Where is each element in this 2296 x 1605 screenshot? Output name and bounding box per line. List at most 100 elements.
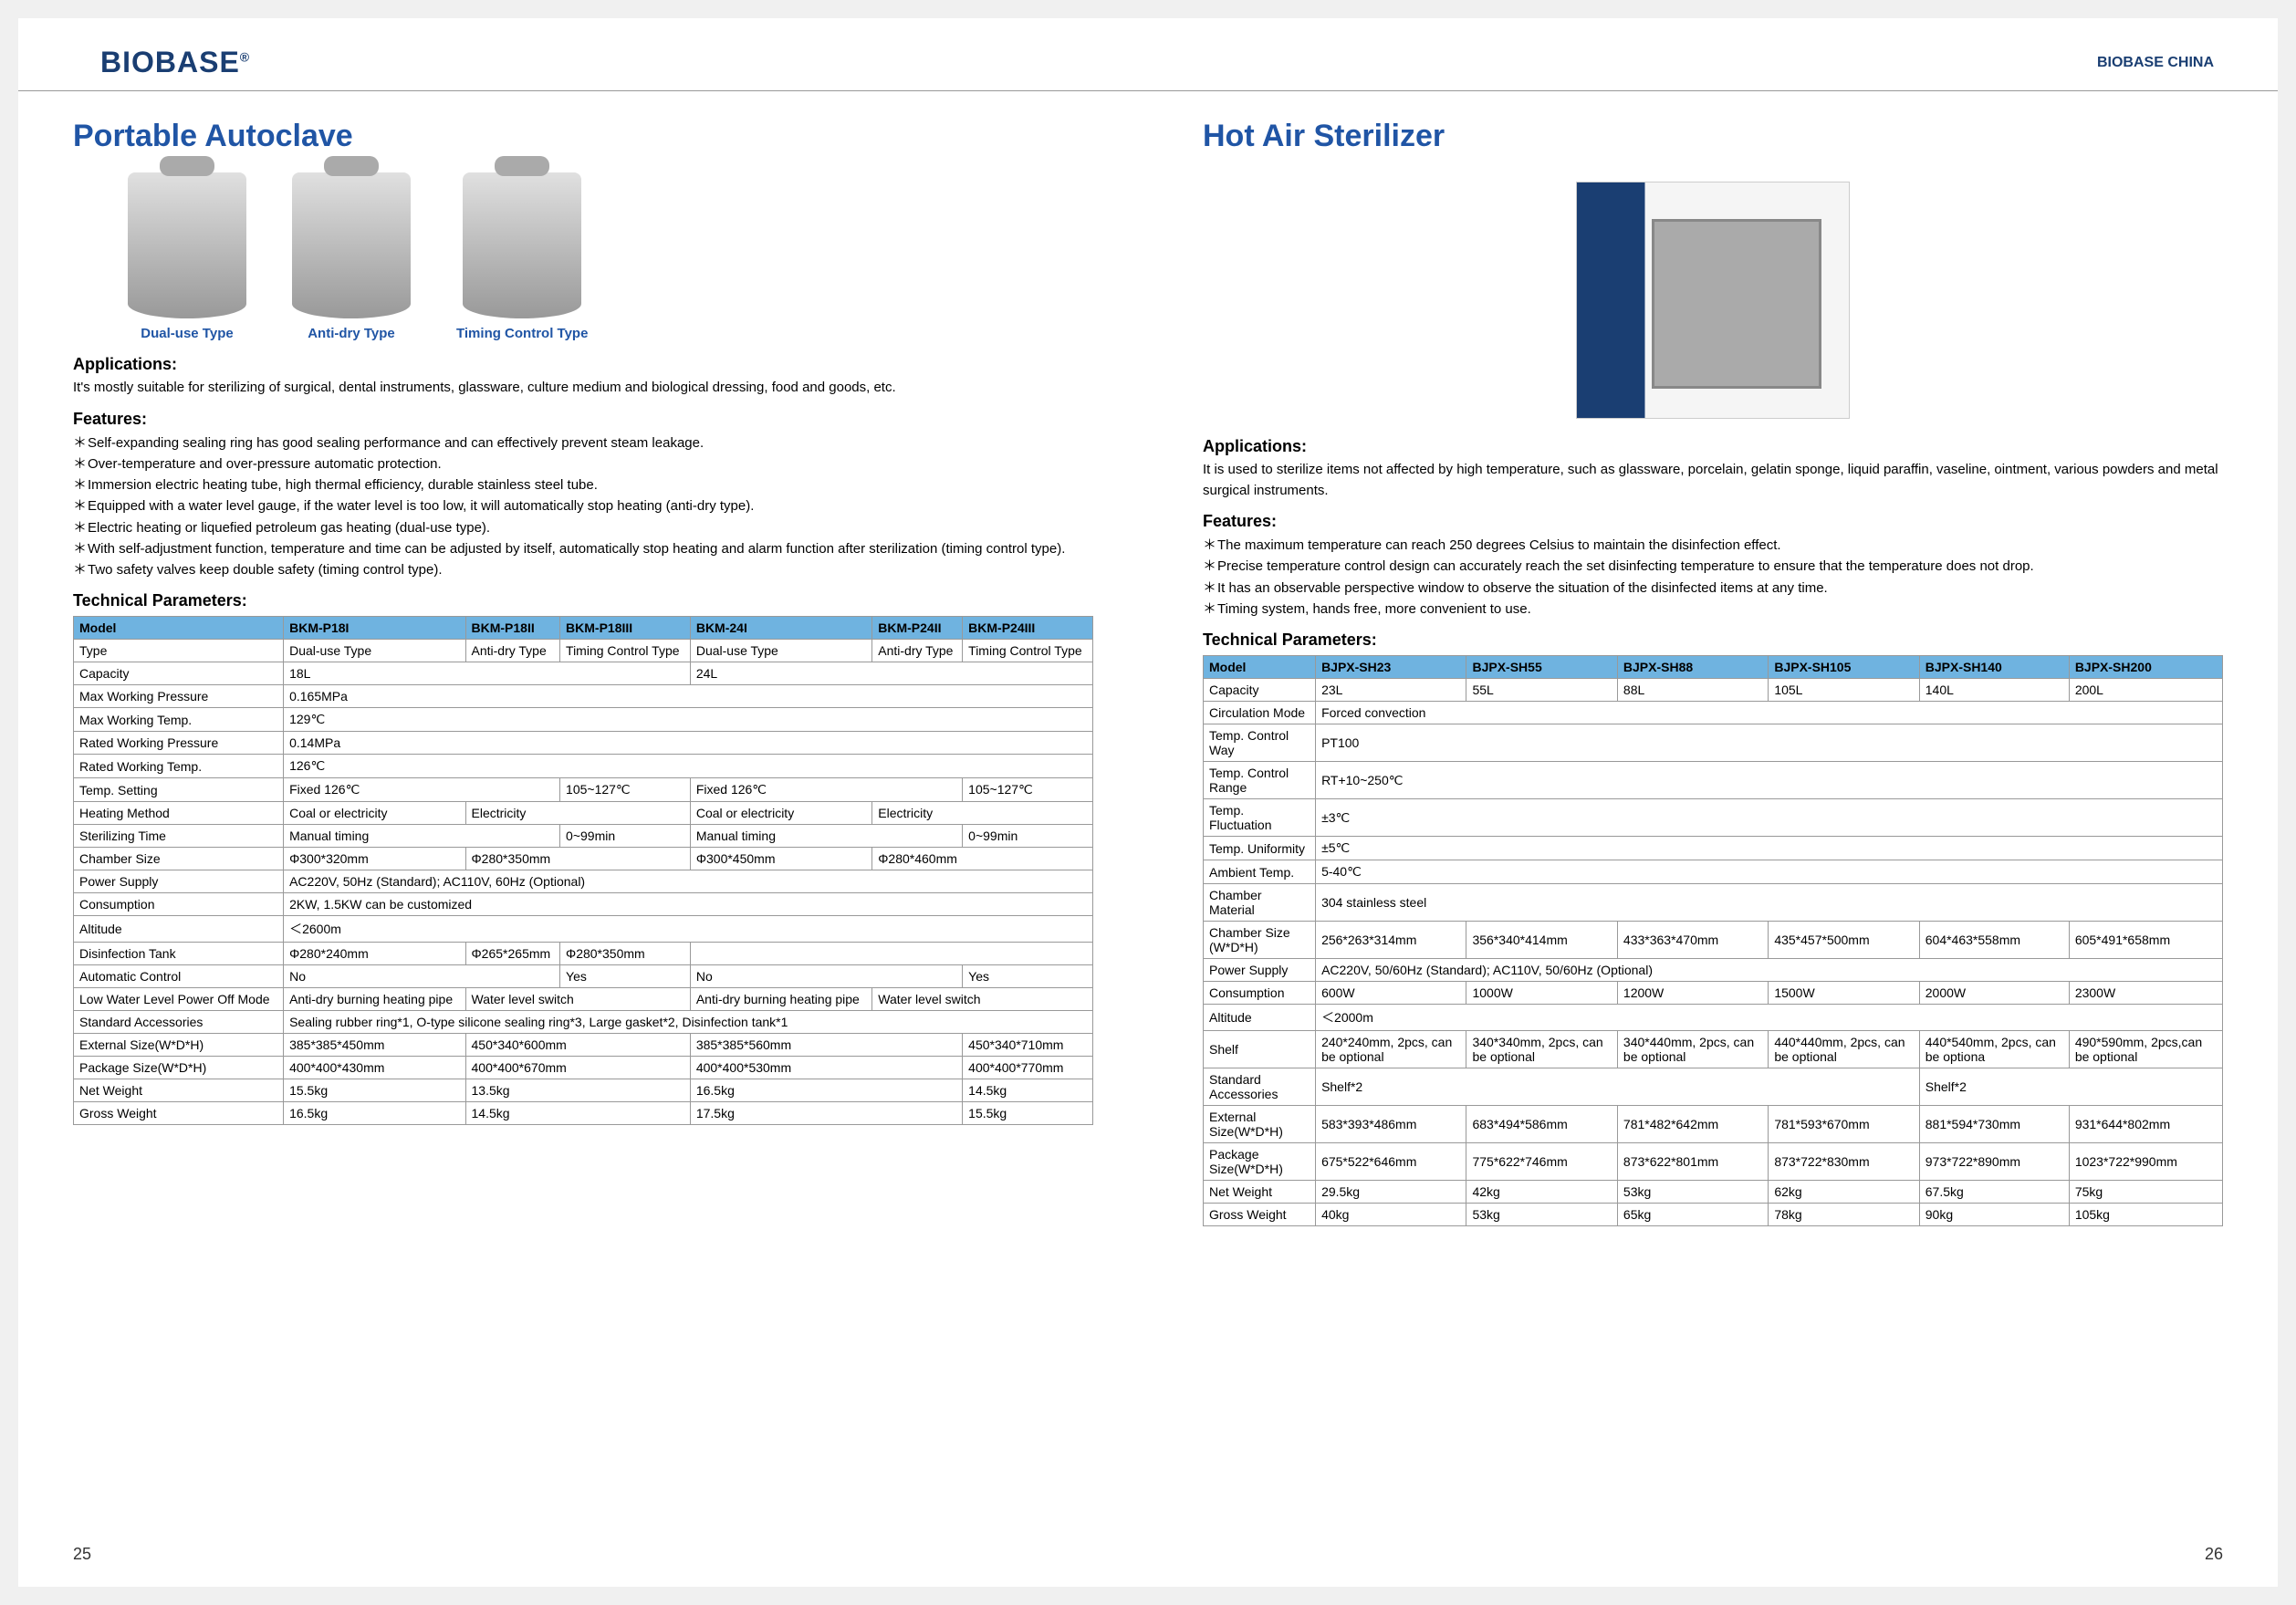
- row-label: Standard Accessories: [1204, 1068, 1316, 1106]
- table-header: BJPX-SH105: [1769, 656, 1919, 679]
- row-label: Gross Weight: [74, 1102, 284, 1125]
- row-label: Low Water Level Power Off Mode: [74, 988, 284, 1011]
- cell: 42kg: [1466, 1181, 1617, 1204]
- row-label: Gross Weight: [1204, 1204, 1316, 1226]
- row-label: Package Size(W*D*H): [1204, 1143, 1316, 1181]
- table-header: BKM-P18III: [560, 617, 691, 640]
- row-label: Altitude: [74, 916, 284, 943]
- sterilizer-img: [1576, 182, 1850, 419]
- right-app-h: Applications:: [1203, 437, 2223, 456]
- cell: Water level switch: [872, 988, 1093, 1011]
- cell: 873*722*830mm: [1769, 1143, 1919, 1181]
- table-row: Altitude＜2600m: [74, 916, 1093, 943]
- table-row: Power SupplyAC220V, 50/60Hz (Standard); …: [1204, 959, 2223, 982]
- cell: 340*440mm, 2pcs, can be optional: [1617, 1031, 1768, 1068]
- row-label: Disinfection Tank: [74, 943, 284, 965]
- cell: RT+10~250℃: [1316, 762, 2223, 799]
- table-row: Heating MethodCoal or electricityElectri…: [74, 802, 1093, 825]
- row-label: Chamber Size (W*D*H): [1204, 922, 1316, 959]
- page-right: Hot Air Sterilizer Applications: It is u…: [1148, 18, 2278, 1587]
- table-row: Low Water Level Power Off ModeAnti-dry b…: [74, 988, 1093, 1011]
- feature-item: Timing system, hands free, more convenie…: [1203, 599, 2223, 620]
- cell: 140L: [1919, 679, 2069, 702]
- cell: 0.165MPa: [284, 685, 1093, 708]
- left-app-text: It's mostly suitable for sterilizing of …: [73, 378, 1093, 399]
- table-row: Power SupplyAC220V, 50Hz (Standard); AC1…: [74, 870, 1093, 893]
- table-row: Rated Working Pressure0.14MPa: [74, 732, 1093, 755]
- table-header: BJPX-SH55: [1466, 656, 1617, 679]
- cell: 62kg: [1769, 1181, 1919, 1204]
- feature-item: Electric heating or liquefied petroleum …: [73, 517, 1093, 538]
- table-header: BKM-P18I: [284, 617, 465, 640]
- page-num-26: 26: [2205, 1545, 2223, 1564]
- cell: Yes: [963, 965, 1093, 988]
- cell: 13.5kg: [465, 1079, 690, 1102]
- cell: 604*463*558mm: [1919, 922, 2069, 959]
- cell: Anti-dry burning heating pipe: [284, 988, 465, 1011]
- cell: 931*644*802mm: [2069, 1106, 2222, 1143]
- table-header: BJPX-SH140: [1919, 656, 2069, 679]
- cell: Electricity: [872, 802, 1093, 825]
- sterilizer-image-wrap: [1203, 182, 2223, 419]
- cell: Sealing rubber ring*1, O-type silicone s…: [284, 1011, 1093, 1034]
- table-row: TypeDual-use TypeAnti-dry TypeTiming Con…: [74, 640, 1093, 662]
- row-label: Capacity: [1204, 679, 1316, 702]
- cell: 433*363*470mm: [1617, 922, 1768, 959]
- table-row: Chamber Material304 stainless steel: [1204, 884, 2223, 922]
- prod-dual: Dual-use Type: [128, 172, 246, 341]
- table-row: Net Weight15.5kg13.5kg16.5kg14.5kg: [74, 1079, 1093, 1102]
- table-header: BKM-24I: [690, 617, 871, 640]
- row-label: Package Size(W*D*H): [74, 1057, 284, 1079]
- row-label: Shelf: [1204, 1031, 1316, 1068]
- cell: Manual timing: [284, 825, 560, 848]
- cell: 781*482*642mm: [1617, 1106, 1768, 1143]
- cell: ＜2000m: [1316, 1005, 2223, 1031]
- cell: 356*340*414mm: [1466, 922, 1617, 959]
- table-row: Standard AccessoriesShelf*2Shelf*2: [1204, 1068, 2223, 1106]
- cell: Coal or electricity: [690, 802, 871, 825]
- cell: 605*491*658mm: [2069, 922, 2222, 959]
- cell: ＜2600m: [284, 916, 1093, 943]
- cell: Electricity: [465, 802, 690, 825]
- cell: 400*400*670mm: [465, 1057, 690, 1079]
- cell: 400*400*770mm: [963, 1057, 1093, 1079]
- feature-item: It has an observable perspective window …: [1203, 578, 2223, 599]
- row-label: Rated Working Pressure: [74, 732, 284, 755]
- cell: 240*240mm, 2pcs, can be optional: [1316, 1031, 1466, 1068]
- cell: 126℃: [284, 755, 1093, 778]
- table-row: Gross Weight16.5kg14.5kg17.5kg15.5kg: [74, 1102, 1093, 1125]
- cell: ±5℃: [1316, 837, 2223, 860]
- feature-item: Self-expanding sealing ring has good sea…: [73, 433, 1093, 453]
- row-label: Temp. Setting: [74, 778, 284, 802]
- cell: 17.5kg: [690, 1102, 962, 1125]
- row-label: Max Working Pressure: [74, 685, 284, 708]
- row-label: Chamber Material: [1204, 884, 1316, 922]
- row-label: Max Working Temp.: [74, 708, 284, 732]
- table-row: Temp. Control RangeRT+10~250℃: [1204, 762, 2223, 799]
- cell: 90kg: [1919, 1204, 2069, 1226]
- left-title: Portable Autoclave: [73, 119, 1093, 154]
- prod-antidry: Anti-dry Type: [292, 172, 411, 341]
- table-row: Temp. Uniformity±5℃: [1204, 837, 2223, 860]
- cell: Fixed 126℃: [284, 778, 560, 802]
- cell: 2KW, 1.5KW can be customized: [284, 893, 1093, 916]
- table-header: BKM-P24II: [872, 617, 963, 640]
- autoclave-img-2: [292, 172, 411, 318]
- cell: 53kg: [1617, 1181, 1768, 1204]
- cell: AC220V, 50Hz (Standard); AC110V, 60Hz (O…: [284, 870, 1093, 893]
- row-label: Altitude: [1204, 1005, 1316, 1031]
- prod-timing: Timing Control Type: [456, 172, 588, 341]
- table-row: Max Working Pressure0.165MPa: [74, 685, 1093, 708]
- cell: 88L: [1617, 679, 1768, 702]
- table-row: Consumption2KW, 1.5KW can be customized: [74, 893, 1093, 916]
- table-row: Capacity23L55L88L105L140L200L: [1204, 679, 2223, 702]
- left-app-h: Applications:: [73, 355, 1093, 374]
- cell: 450*340*600mm: [465, 1034, 690, 1057]
- row-label: Sterilizing Time: [74, 825, 284, 848]
- cell: 600W: [1316, 982, 1466, 1005]
- cell: Fixed 126℃: [690, 778, 962, 802]
- cell: 385*385*450mm: [284, 1034, 465, 1057]
- table-row: Chamber Size (W*D*H)256*263*314mm356*340…: [1204, 922, 2223, 959]
- feature-item: The maximum temperature can reach 250 de…: [1203, 535, 2223, 556]
- cell: 16.5kg: [690, 1079, 962, 1102]
